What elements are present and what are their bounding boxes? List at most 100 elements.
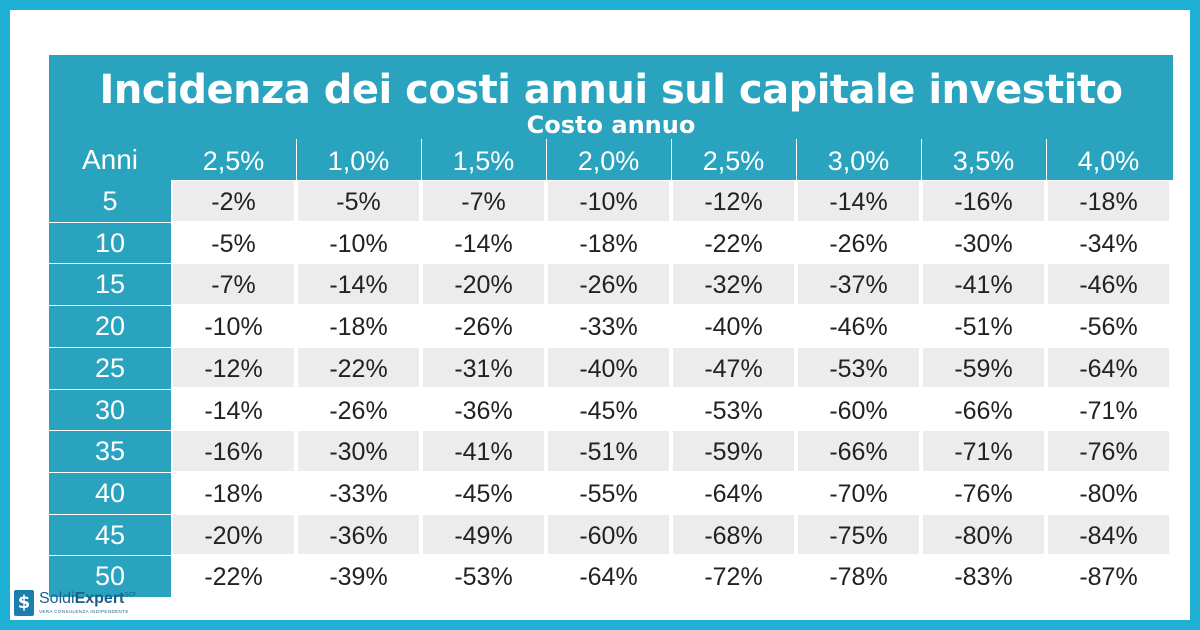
table-cell: -80% xyxy=(923,514,1044,555)
table-title: Incidenza dei costi annui sul capitale i… xyxy=(99,67,1123,113)
row-label: 20 xyxy=(94,311,126,342)
logo-wordmark: SoldiExpertSCF xyxy=(39,590,136,608)
row-label-separator xyxy=(49,305,171,307)
table-cell: -2% xyxy=(173,181,294,221)
table-cell: -12% xyxy=(173,347,294,388)
table-cell: -56% xyxy=(1079,313,1138,342)
table-cell: -26% xyxy=(829,229,888,258)
row-label: 10 xyxy=(94,227,126,258)
table-cell: -39% xyxy=(329,563,388,592)
table-cell: -59% xyxy=(923,347,1044,388)
column-header: 3,0% xyxy=(827,146,890,176)
table-cell: -10% xyxy=(204,313,263,342)
row-label: 15 xyxy=(94,269,126,300)
row-label-separator xyxy=(49,346,171,348)
row-label: 30 xyxy=(94,394,126,425)
table-cell: -46% xyxy=(829,313,888,342)
table-cell: -14% xyxy=(454,229,513,258)
table-subtitle: Costo annuo xyxy=(526,111,696,139)
table-cell: -5% xyxy=(298,181,419,221)
logo-tagline: VERA CONSULENZA INDIPENDENTE xyxy=(39,609,129,614)
row-label-column xyxy=(49,139,171,597)
column-header: 1,5% xyxy=(452,146,515,176)
table-cell: -31% xyxy=(423,347,544,388)
table-cell: -40% xyxy=(548,347,669,388)
table-cell: -53% xyxy=(798,347,919,388)
row-label-separator xyxy=(49,388,171,390)
table-cell: -37% xyxy=(798,264,919,305)
cost-table: Incidenza dei costi annui sul capitale i… xyxy=(49,55,1173,597)
table-cell: -55% xyxy=(579,479,638,508)
column-header: 3,5% xyxy=(952,146,1015,176)
column-header: 2,5% xyxy=(702,146,765,176)
table-cell: -32% xyxy=(673,264,794,305)
table-cell: -68% xyxy=(673,514,794,555)
logo-name-part1: Soldi xyxy=(39,590,75,607)
table-cell: -78% xyxy=(829,563,888,592)
row-header-anni: Anni xyxy=(81,144,139,175)
table-cell: -87% xyxy=(1079,563,1138,592)
table-cell: -71% xyxy=(1079,396,1138,425)
table-cell: -26% xyxy=(329,396,388,425)
table-cell: -64% xyxy=(1048,347,1169,388)
column-separator xyxy=(296,139,297,180)
logo-name-part2: Expert xyxy=(74,590,125,607)
table-cell: -80% xyxy=(1079,479,1138,508)
row-label-separator xyxy=(49,513,171,515)
table-cell: -47% xyxy=(673,347,794,388)
table-cell: -45% xyxy=(579,396,638,425)
table-cell: -5% xyxy=(211,229,256,258)
table-cell: -12% xyxy=(673,181,794,221)
column-separator xyxy=(671,139,672,180)
table-cell: -40% xyxy=(704,313,763,342)
table-cell: -60% xyxy=(829,396,888,425)
table-cell: -22% xyxy=(298,347,419,388)
table-cell: -16% xyxy=(173,431,294,471)
column-separator xyxy=(421,139,422,180)
soldiexpert-logo: $ SoldiExpertSCF VERA CONSULENZA INDIPEN… xyxy=(14,588,154,618)
column-separator xyxy=(546,139,547,180)
table-cell: -10% xyxy=(329,229,388,258)
row-label-separator xyxy=(49,555,171,557)
table-cell: -18% xyxy=(1048,181,1169,221)
table-cell: -66% xyxy=(954,396,1013,425)
row-label-separator xyxy=(49,430,171,432)
table-cell: -18% xyxy=(204,479,263,508)
table-cell: -72% xyxy=(704,563,763,592)
table-cell: -33% xyxy=(579,313,638,342)
table-cell: -59% xyxy=(673,431,794,471)
table-cell: -70% xyxy=(829,479,888,508)
table-cell: -51% xyxy=(548,431,669,471)
column-separator xyxy=(1046,139,1047,180)
row-label-separator xyxy=(49,471,171,473)
table-cell: -41% xyxy=(923,264,1044,305)
table-cell: -45% xyxy=(454,479,513,508)
table-cell: -20% xyxy=(423,264,544,305)
table-cell: -53% xyxy=(704,396,763,425)
table-cell: -60% xyxy=(548,514,669,555)
row-label: 5 xyxy=(102,186,118,216)
table-cell: -14% xyxy=(798,181,919,221)
column-header: 4,0% xyxy=(1077,146,1140,176)
table-cell: -46% xyxy=(1048,264,1169,305)
table-cell: -7% xyxy=(173,264,294,305)
row-label: 45 xyxy=(94,519,126,550)
table-cell: -75% xyxy=(798,514,919,555)
row-label: 40 xyxy=(94,477,126,508)
column-header: 2,5% xyxy=(202,146,265,176)
table-cell: -7% xyxy=(423,181,544,221)
table-cell: -33% xyxy=(329,479,388,508)
table-cell: -26% xyxy=(454,313,513,342)
table-cell: -66% xyxy=(798,431,919,471)
table-cell: -34% xyxy=(1079,229,1138,258)
table-cell: -18% xyxy=(329,313,388,342)
table-cell: -71% xyxy=(923,431,1044,471)
table-cell: -22% xyxy=(704,229,763,258)
table-cell: -14% xyxy=(204,396,263,425)
table-cell: -36% xyxy=(454,396,513,425)
table-cell: -16% xyxy=(923,181,1044,221)
row-label: 25 xyxy=(94,352,126,383)
table-cell: -30% xyxy=(954,229,1013,258)
column-header: 2,0% xyxy=(577,146,640,176)
column-separator xyxy=(796,139,797,180)
